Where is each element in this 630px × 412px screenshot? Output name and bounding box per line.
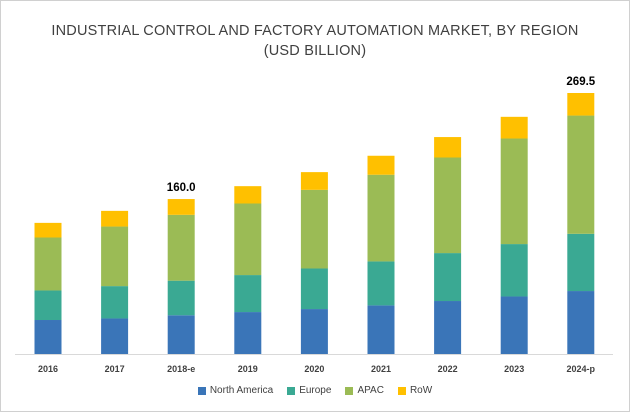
bar-segment-apac bbox=[367, 174, 395, 262]
x-tick-label: 2019 bbox=[238, 364, 258, 374]
bar-segment-apac bbox=[34, 237, 62, 291]
bar-segment-row bbox=[567, 93, 595, 116]
bar-segment-row bbox=[500, 116, 528, 139]
bar-segment-europe bbox=[567, 233, 595, 292]
bar-segment-row bbox=[300, 172, 328, 190]
bar-segment-north-america bbox=[101, 318, 129, 354]
bar-segment-apac bbox=[500, 138, 528, 245]
bar-segment-north-america bbox=[234, 312, 262, 354]
x-tick-label: 2020 bbox=[304, 364, 324, 374]
legend-label: APAC bbox=[357, 385, 384, 396]
bar-segment-europe bbox=[34, 290, 62, 321]
data-label-total: 160.0 bbox=[167, 182, 196, 194]
data-label-total: 269.5 bbox=[566, 76, 595, 88]
bar-segment-north-america bbox=[167, 315, 195, 354]
bar-segment-north-america bbox=[367, 305, 395, 354]
bar-segment-row bbox=[101, 210, 129, 227]
bar-segment-apac bbox=[167, 214, 195, 281]
legend-item: Europe bbox=[287, 385, 331, 396]
bar-segment-europe bbox=[300, 268, 328, 310]
bar-segment-apac bbox=[434, 157, 462, 254]
bar-segment-row bbox=[234, 186, 262, 204]
bar-segment-apac bbox=[234, 203, 262, 276]
bar-segment-europe bbox=[101, 286, 129, 319]
legend-label: North America bbox=[209, 385, 274, 396]
bar-segment-apac bbox=[101, 226, 129, 287]
bar-segment-north-america bbox=[567, 291, 595, 354]
chart-title: INDUSTRIAL CONTROL AND FACTORY AUTOMATIO… bbox=[1, 21, 629, 61]
bar-segment-europe bbox=[434, 253, 462, 302]
legend-swatch bbox=[197, 386, 206, 395]
legend-swatch bbox=[287, 386, 296, 395]
x-tick-label: 2017 bbox=[105, 364, 125, 374]
legend-label: Europe bbox=[299, 385, 332, 396]
chart-title-line1: INDUSTRIAL CONTROL AND FACTORY AUTOMATIO… bbox=[51, 23, 579, 39]
bar-segment-europe bbox=[500, 244, 528, 297]
legend-swatch bbox=[397, 386, 406, 395]
bar-segment-europe bbox=[167, 280, 195, 316]
x-tick-label: 2016 bbox=[38, 364, 58, 374]
bar-segment-apac bbox=[300, 189, 328, 269]
legend-swatch bbox=[345, 386, 354, 395]
bar-segment-north-america bbox=[500, 296, 528, 354]
legend-label: RoW bbox=[409, 385, 433, 396]
legend-item: RoW bbox=[397, 385, 433, 396]
chart-title-line2: (USD BILLION) bbox=[263, 43, 367, 59]
bar-segment-row bbox=[367, 155, 395, 175]
bar-segment-north-america bbox=[434, 301, 462, 354]
bar-segment-europe bbox=[234, 275, 262, 313]
bar-segment-apac bbox=[567, 115, 595, 234]
legend-item: North America bbox=[197, 385, 274, 396]
bar-segment-row bbox=[167, 199, 195, 215]
legend-item: APAC bbox=[345, 385, 384, 396]
bar-segment-row bbox=[434, 137, 462, 158]
legend: North America Europe APAC RoW bbox=[1, 385, 629, 396]
bar-segment-north-america bbox=[300, 309, 328, 354]
x-tick-label: 2024-p bbox=[567, 364, 596, 374]
bar-segment-north-america bbox=[34, 320, 62, 354]
bar-segment-europe bbox=[367, 261, 395, 306]
bar-segment-row bbox=[34, 222, 62, 238]
x-tick-label: 2018-e bbox=[167, 364, 195, 374]
x-tick-label: 2021 bbox=[371, 364, 391, 374]
x-tick-label: 2023 bbox=[504, 364, 524, 374]
x-tick-label: 2022 bbox=[438, 364, 458, 374]
